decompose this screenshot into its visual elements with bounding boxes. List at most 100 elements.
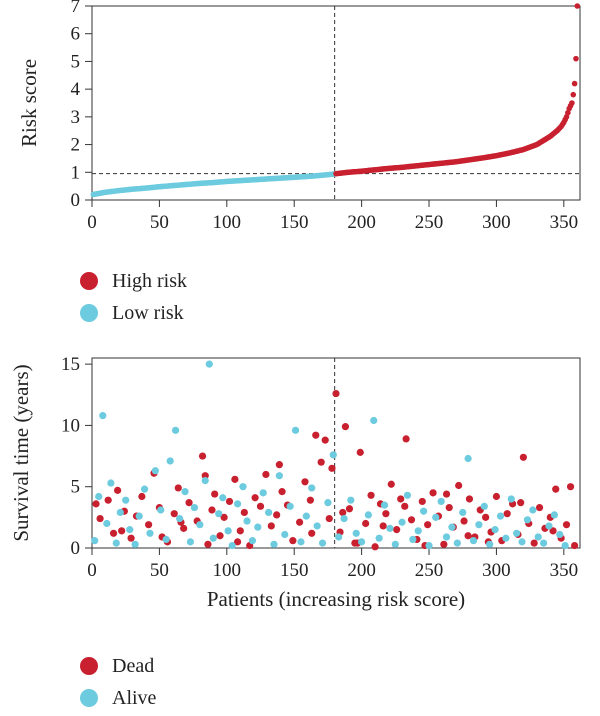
dead-point	[549, 527, 557, 535]
alive-point	[190, 503, 199, 512]
dead-point	[96, 514, 104, 523]
y-tick-label: 15	[61, 354, 80, 375]
alive-point	[201, 476, 209, 485]
alive-point	[453, 539, 461, 547]
alive-point	[398, 518, 406, 526]
risk-point	[574, 3, 581, 9]
dead-point	[174, 484, 182, 492]
alive-point	[391, 540, 399, 548]
dead-point	[566, 483, 575, 491]
alive-point	[112, 539, 120, 547]
alive-point	[475, 521, 483, 529]
alive-point	[176, 514, 184, 523]
dead-point	[341, 423, 350, 431]
x-tick-label: 50	[150, 212, 169, 233]
alive-point	[403, 491, 412, 499]
alive-point	[297, 538, 305, 546]
dead-point	[256, 502, 265, 510]
dead-point	[552, 485, 560, 493]
alive-point	[523, 516, 532, 524]
dead-point	[262, 470, 270, 479]
dead-point	[289, 537, 297, 545]
alive-marker	[80, 689, 98, 707]
x-tick-label: 0	[87, 560, 97, 581]
alive-point	[243, 517, 251, 525]
alive-point	[205, 360, 213, 368]
dead-point	[407, 516, 416, 524]
alive-point	[259, 489, 267, 497]
dead-point	[393, 526, 401, 534]
alive-point	[140, 485, 149, 493]
x-tick-label: 150	[280, 560, 309, 581]
alive-point	[561, 541, 569, 550]
alive-point	[380, 501, 389, 509]
plot-frame	[91, 5, 581, 201]
y-tick-label: 1	[71, 162, 81, 183]
dead-point	[440, 540, 448, 548]
dead-point	[401, 502, 409, 510]
alive-point	[291, 426, 300, 434]
alive-point	[264, 508, 273, 517]
x-tick-label: 300	[482, 560, 511, 581]
dead-point	[251, 494, 259, 502]
alive-point	[308, 484, 316, 492]
alive-point	[469, 537, 478, 545]
y-tick-label: 2	[71, 135, 81, 156]
dead-point	[492, 492, 501, 501]
dead-point	[332, 389, 340, 398]
dead-point	[208, 506, 216, 514]
dead-point	[273, 511, 281, 519]
dead-point	[185, 499, 193, 507]
alive-point	[496, 512, 505, 520]
alive-point	[529, 506, 537, 514]
alive-point	[281, 530, 289, 539]
dead-point	[267, 522, 275, 530]
dead-point	[312, 431, 320, 439]
y-axis-label: Risk score	[17, 59, 41, 147]
dead-point	[460, 517, 468, 525]
x-tick-label: 150	[280, 212, 309, 233]
dead-point	[517, 499, 525, 507]
alive-point	[95, 492, 103, 501]
dead-marker	[80, 657, 98, 675]
high-risk-marker	[80, 272, 98, 290]
risk-score-chart: 0 50 100 150 200 250 300 350 0 1 2 3 4 5 6 7 Risk score	[17, 0, 581, 233]
y-tick-label: 7	[71, 0, 81, 17]
alive-point	[347, 496, 355, 504]
alive-point	[518, 538, 526, 546]
alive-point	[107, 479, 115, 487]
y-tick-label: 6	[71, 24, 81, 45]
dead-point	[530, 539, 538, 547]
alive-point	[181, 488, 189, 496]
dead-point	[236, 527, 244, 535]
alive-point	[414, 527, 422, 535]
x-tick-label: 250	[415, 560, 444, 581]
alive-point	[239, 483, 247, 491]
y-tick-label: 3	[71, 107, 81, 128]
dead-point	[104, 496, 112, 504]
alive-point	[254, 523, 262, 531]
alive-point	[215, 510, 223, 518]
dead-point	[240, 508, 248, 517]
alive-point	[464, 454, 472, 463]
alive-point	[486, 540, 494, 548]
dead-point	[321, 436, 329, 444]
y-tick-label: 5	[71, 51, 81, 72]
alive-point	[409, 535, 417, 544]
dead-point	[216, 532, 224, 540]
alive-point	[335, 533, 343, 541]
x-tick-label: 300	[482, 212, 511, 233]
alive-point	[550, 511, 558, 519]
x-tick-label: 50	[150, 560, 169, 581]
dead-point	[278, 488, 286, 496]
alive-point	[302, 512, 310, 520]
dead-point	[356, 448, 364, 456]
dead-point	[328, 464, 336, 472]
alive-point	[425, 541, 433, 550]
dead-point	[379, 522, 387, 530]
dead-point	[464, 532, 472, 540]
dead-point	[387, 480, 395, 488]
alive-point	[228, 541, 236, 550]
dead-point	[301, 478, 309, 486]
dead-point	[275, 461, 283, 469]
